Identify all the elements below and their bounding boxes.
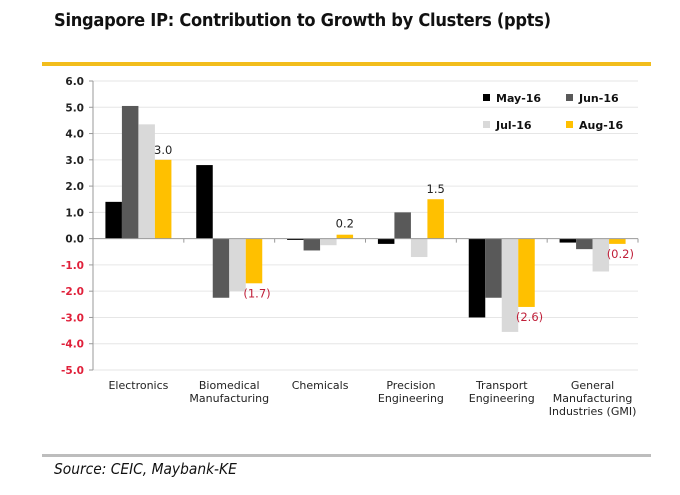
gridlines bbox=[93, 80, 638, 371]
x-category-label-line: Electronics bbox=[108, 379, 168, 392]
y-tick-label: 3.0 bbox=[65, 155, 84, 167]
bar-jun-16 bbox=[485, 238, 502, 298]
bar-may-16 bbox=[377, 238, 395, 244]
bar-may-16 bbox=[196, 165, 213, 239]
y-tick-label: 4.0 bbox=[65, 129, 84, 141]
y-tick-label: 2.0 bbox=[65, 181, 84, 193]
x-category-label-line: Manufacturing bbox=[553, 392, 633, 405]
bar-jul-16 bbox=[592, 238, 610, 272]
y-tick-label: -1.0 bbox=[61, 260, 84, 272]
data-label: (0.2) bbox=[607, 247, 634, 261]
bar-jul-16 bbox=[501, 238, 519, 332]
bar-may-16 bbox=[105, 201, 122, 239]
bar-jun-16 bbox=[212, 238, 230, 298]
legend: May-16 Jun-16 Jul-16 Aug-16 bbox=[483, 92, 623, 132]
x-category-label: Transport Engineering bbox=[469, 379, 535, 405]
x-category-label-line: General bbox=[571, 379, 614, 392]
source-note: Source: CEIC, Maybank-KE bbox=[54, 460, 237, 478]
bar-jun-16 bbox=[576, 238, 593, 250]
x-category-labels: Electronics Biomedical ManufacturingChemic… bbox=[108, 379, 636, 418]
chart-title: Singapore IP: Contribution to Growth by … bbox=[54, 11, 551, 31]
data-label: (2.6) bbox=[516, 310, 543, 324]
bars bbox=[105, 105, 626, 332]
y-tick-label: 6.0 bbox=[65, 76, 84, 88]
bar-aug-16 bbox=[245, 238, 263, 284]
legend-label: Jun-16 bbox=[578, 92, 619, 105]
bar-may-16 bbox=[559, 238, 577, 243]
bar-may-16 bbox=[287, 238, 304, 240]
y-tick-label: -2.0 bbox=[61, 286, 84, 298]
x-category-label: Precision Engineering bbox=[378, 379, 444, 405]
bar-aug-16 bbox=[336, 234, 354, 239]
y-tick-label: -4.0 bbox=[61, 339, 84, 351]
legend-swatch-may-16 bbox=[483, 94, 490, 101]
x-category-label-line: Industries (GMI) bbox=[549, 405, 637, 418]
data-labels: 3.0 (1.7) 0.2 1.5 (2.6) (0.2) bbox=[154, 143, 634, 324]
x-category-label-line: Engineering bbox=[469, 392, 535, 405]
bar-aug-16 bbox=[154, 159, 172, 239]
legend-label: Aug-16 bbox=[579, 119, 623, 132]
legend-label: Jul-16 bbox=[495, 119, 532, 132]
legend-swatch-jul-16 bbox=[483, 121, 490, 128]
legend-label: May-16 bbox=[496, 92, 541, 105]
bar-aug-16 bbox=[427, 199, 444, 239]
bar-jun-16 bbox=[121, 105, 139, 239]
legend-swatch-aug-16 bbox=[566, 121, 573, 128]
y-tick-label: 0.0 bbox=[65, 234, 84, 246]
data-label: 0.2 bbox=[336, 216, 354, 230]
y-tick-label: -5.0 bbox=[61, 365, 84, 377]
bar-jul-16 bbox=[320, 238, 337, 246]
bar-aug-16 bbox=[518, 238, 535, 307]
x-category-label-line: Biomedical bbox=[199, 379, 260, 392]
y-tick-label: -3.0 bbox=[61, 312, 84, 324]
x-category-label: Chemicals bbox=[292, 379, 349, 392]
bar-jul-16 bbox=[410, 238, 428, 258]
x-category-label-line: Manufacturing bbox=[189, 392, 269, 405]
bar-jul-16 bbox=[229, 238, 246, 292]
x-category-label-line: Chemicals bbox=[292, 379, 349, 392]
bar-jul-16 bbox=[138, 124, 155, 239]
data-label: 1.5 bbox=[427, 182, 445, 196]
bar-may-16 bbox=[468, 238, 486, 318]
source-divider bbox=[42, 454, 651, 457]
data-label: 3.0 bbox=[154, 143, 172, 157]
x-category-label: Electronics bbox=[108, 379, 168, 392]
data-label: (1.7) bbox=[243, 286, 270, 300]
x-category-label-line: Transport bbox=[475, 379, 528, 392]
y-tick-label: 5.0 bbox=[65, 102, 84, 114]
bar-aug-16 bbox=[609, 238, 626, 244]
bar-jun-16 bbox=[394, 212, 411, 239]
x-category-label: General Manufacturing Industries (GMI) bbox=[549, 379, 637, 418]
y-tick-label: 1.0 bbox=[65, 207, 84, 219]
y-tick-labels: 6.0 5.0 4.0 3.0 2.0 1.0 0.0 -1.0 -2.0 -3.0 -4.0 -5.… bbox=[61, 76, 84, 377]
axes bbox=[89, 80, 639, 371]
x-category-label: Biomedical Manufacturing bbox=[189, 379, 269, 405]
x-category-label-line: Precision bbox=[386, 379, 435, 392]
title-underline bbox=[42, 62, 651, 66]
legend-swatch-jun-16 bbox=[566, 94, 573, 101]
bar-jun-16 bbox=[303, 238, 321, 251]
x-category-label-line: Engineering bbox=[378, 392, 444, 405]
